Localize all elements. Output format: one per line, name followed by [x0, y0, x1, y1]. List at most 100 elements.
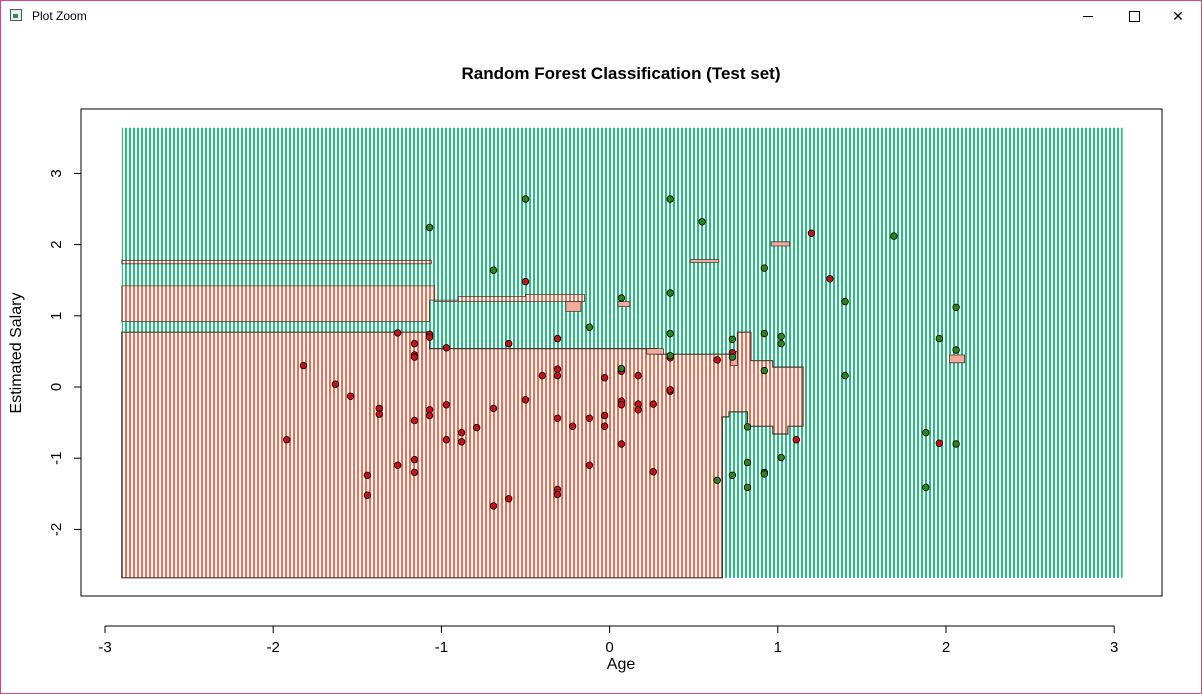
data-point-class-1 [743, 458, 752, 467]
title-bar[interactable]: Plot Zoom ✕ [1, 1, 1201, 31]
y-axis: -2 -1 0 1 2 3 [48, 169, 82, 536]
data-point-class-1 [743, 423, 752, 431]
x-tick-label: -1 [435, 639, 448, 656]
data-point-class-1 [922, 428, 930, 437]
x-axis: -3 -2 -1 0 1 2 3 [98, 625, 1118, 656]
data-point-class-1 [666, 289, 674, 297]
data-point-class-0 [600, 374, 609, 382]
data-point-class-1 [728, 471, 737, 479]
window-title: Plot Zoom [32, 9, 87, 23]
data-point-class-0 [713, 356, 721, 364]
data-point-class-0 [826, 275, 834, 283]
data-point-class-0 [363, 471, 372, 479]
data-point-class-1 [617, 294, 626, 302]
data-point-class-0 [299, 361, 308, 370]
data-point-class-1 [890, 232, 898, 240]
data-point-class-0 [585, 461, 594, 469]
data-point-class-0 [442, 436, 451, 444]
region-class-0-4 [565, 301, 582, 312]
data-point-class-0 [425, 333, 434, 341]
data-point-class-1 [777, 339, 785, 348]
region-class-0-6 [770, 241, 790, 247]
data-point-class-1 [777, 453, 785, 462]
region-class-0-7 [949, 354, 965, 364]
data-point-class-1 [585, 323, 594, 331]
data-point-class-0 [394, 461, 402, 469]
data-point-class-1 [666, 352, 674, 360]
data-point-class-1 [698, 218, 706, 226]
data-point-class-1 [521, 195, 530, 203]
data-point-class-0 [505, 495, 513, 503]
data-point-class-1 [728, 335, 737, 343]
data-point-class-0 [410, 468, 419, 477]
data-point-class-1 [617, 364, 626, 373]
data-point-class-0 [553, 490, 562, 499]
data-point-class-1 [760, 366, 768, 375]
data-point-class-1 [743, 483, 752, 492]
data-point-class-1 [841, 371, 849, 380]
y-tick-label: 0 [48, 383, 65, 391]
data-point-class-0 [410, 353, 419, 361]
data-point-class-0 [649, 468, 657, 476]
data-point-class-0 [553, 371, 562, 380]
data-point-class-0 [410, 339, 419, 348]
data-point-class-0 [568, 422, 577, 430]
data-point-class-0 [792, 436, 800, 444]
plot-window-icon [10, 9, 22, 21]
data-point-class-0 [807, 229, 816, 237]
data-point-class-1 [666, 329, 674, 338]
minimize-button[interactable] [1065, 1, 1111, 31]
region-class-0-2 [121, 259, 432, 265]
data-point-class-0 [442, 401, 451, 409]
data-point-class-0 [600, 422, 609, 430]
data-point-class-0 [489, 502, 498, 510]
data-point-class-0 [553, 334, 562, 343]
data-point-class-1 [728, 353, 737, 361]
data-point-class-0 [505, 339, 513, 348]
x-tick-label: 1 [774, 639, 782, 656]
y-tick-label: -1 [48, 452, 65, 465]
y-tick-label: 1 [48, 312, 65, 320]
data-point-class-0 [553, 414, 562, 422]
region-class-0-5 [689, 259, 720, 263]
data-point-class-0 [935, 439, 943, 447]
data-point-class-1 [666, 195, 674, 203]
data-point-class-1 [935, 334, 943, 343]
maximize-button[interactable] [1111, 1, 1157, 31]
data-point-class-1 [922, 483, 930, 492]
data-point-class-0 [457, 438, 466, 446]
data-point-class-0 [649, 400, 657, 408]
region-class-0-0 [121, 331, 804, 579]
data-point-class-1 [489, 266, 498, 274]
data-point-class-0 [617, 401, 626, 409]
data-points-layer [283, 195, 960, 510]
data-point-class-0 [489, 404, 498, 413]
data-point-class-1 [841, 297, 849, 306]
y-tick-label: 3 [48, 169, 65, 177]
data-point-class-0 [442, 344, 451, 352]
data-point-class-1 [952, 303, 960, 311]
data-point-class-0 [394, 329, 402, 337]
data-point-class-0 [283, 436, 291, 444]
data-point-class-0 [410, 455, 419, 464]
data-point-class-0 [473, 423, 481, 432]
data-point-class-0 [617, 440, 626, 448]
data-point-class-0 [521, 277, 530, 286]
data-point-class-0 [346, 392, 355, 400]
data-point-class-1 [760, 470, 768, 478]
x-tick-label: -3 [98, 639, 111, 656]
x-tick-label: -2 [267, 639, 280, 656]
data-point-class-1 [777, 332, 785, 341]
data-point-class-1 [952, 440, 960, 448]
data-point-class-0 [457, 428, 466, 437]
data-point-class-0 [410, 416, 419, 425]
y-tick-label: 2 [48, 240, 65, 248]
x-axis-label: Age [607, 656, 636, 673]
data-point-class-1 [760, 329, 768, 338]
close-button[interactable]: ✕ [1172, 8, 1184, 24]
x-tick-label: 0 [605, 639, 613, 656]
y-axis-label: Estimated Salary [8, 293, 25, 414]
data-point-class-1 [425, 223, 434, 232]
data-point-class-0 [375, 410, 383, 418]
